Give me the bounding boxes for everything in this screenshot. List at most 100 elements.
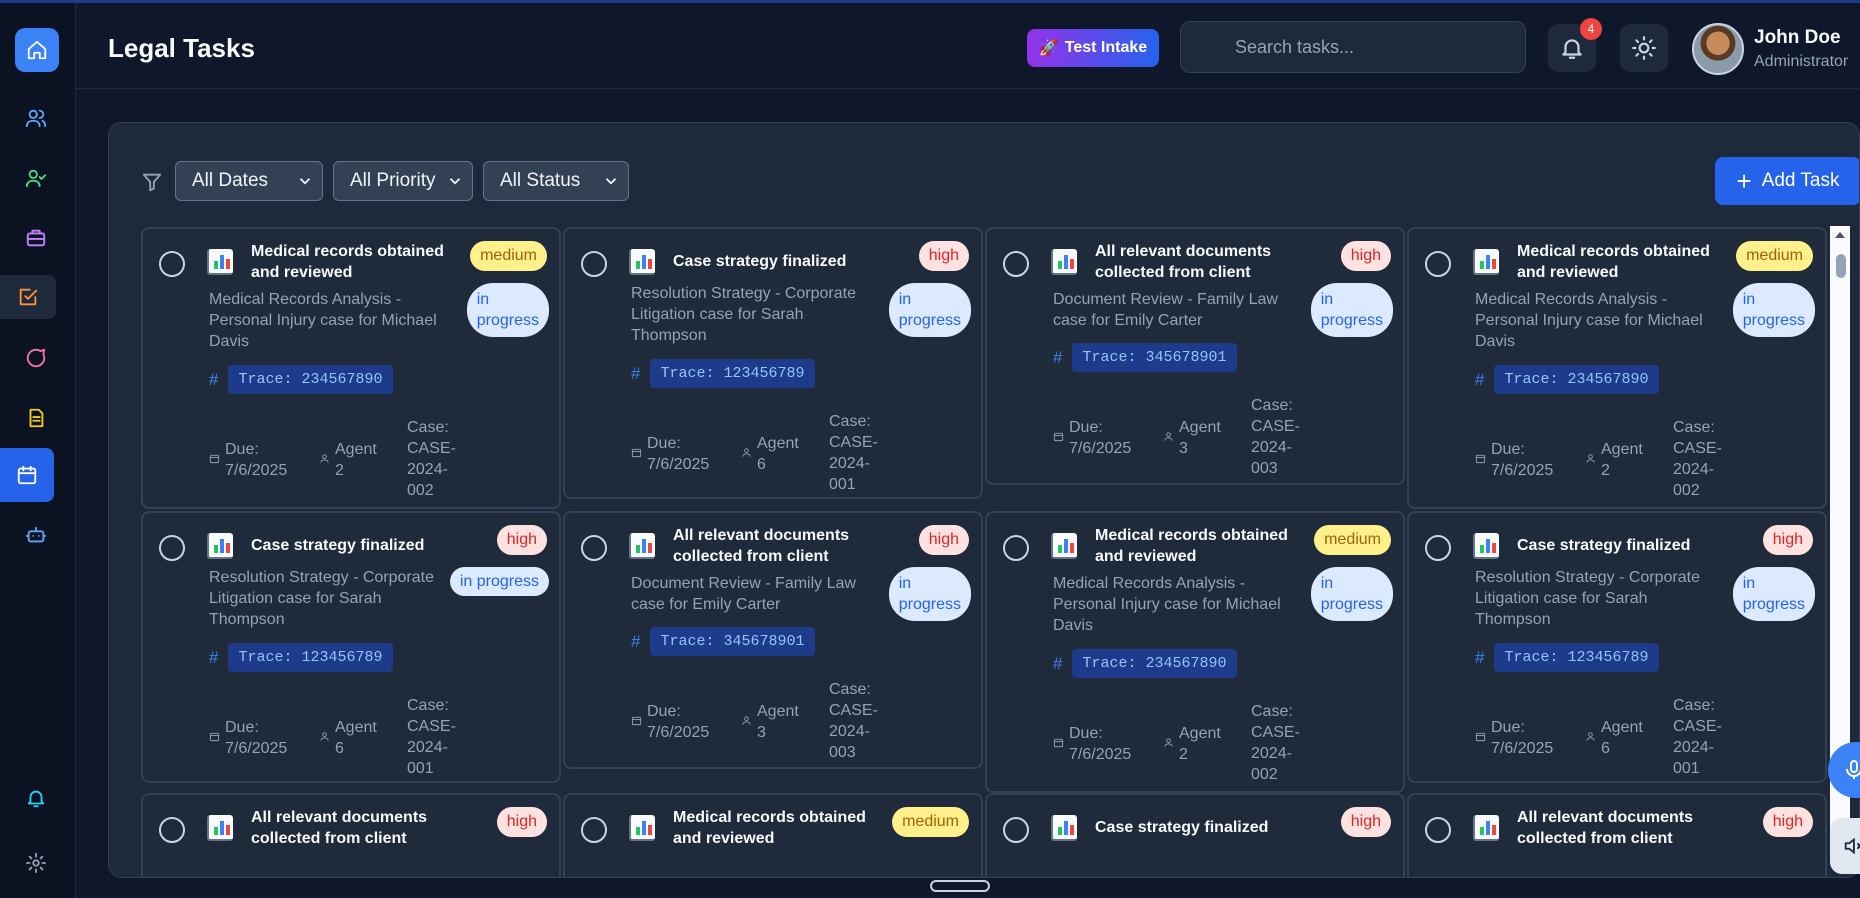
scroll-up-arrow-icon[interactable] (1835, 232, 1845, 238)
priority-badge: medium (1314, 525, 1391, 555)
hash-icon: # (1475, 647, 1485, 667)
status-badge: in progress (1310, 567, 1393, 621)
task-complete-checkbox[interactable] (1425, 535, 1451, 561)
rocket-icon: 🚀 (1038, 40, 1059, 57)
status-badge: in progress (449, 567, 549, 596)
chart-icon (1473, 533, 1499, 559)
sidebar-item-agents[interactable] (14, 513, 58, 557)
dates-filter-select[interactable]: All Dates (175, 161, 323, 201)
avatar[interactable] (1692, 23, 1744, 75)
status-filter-select[interactable]: All Status (483, 161, 629, 201)
priority-badge: medium (470, 241, 547, 271)
case-id: Case: CASE- 2024- 002 (407, 419, 456, 499)
task-complete-checkbox[interactable] (1425, 251, 1451, 277)
task-complete-checkbox[interactable] (581, 817, 607, 843)
task-grid: Medical records obtained and reviewed med… (141, 227, 1827, 877)
sidebar-item-tasks[interactable] (0, 275, 56, 319)
task-complete-checkbox[interactable] (1003, 817, 1029, 843)
task-title: Medical records obtained and reviewed (1517, 243, 1710, 281)
task-complete-checkbox[interactable] (1003, 251, 1029, 277)
task-complete-checkbox[interactable] (159, 535, 185, 561)
task-complete-checkbox[interactable] (1425, 817, 1451, 843)
sidebar-item-notifications[interactable] (14, 776, 58, 820)
chevron-down-icon (446, 172, 464, 196)
task-card[interactable]: Medical records obtained and reviewed med… (985, 511, 1405, 793)
assigned-agent: Agent 6 (1601, 719, 1643, 757)
bell-icon (27, 790, 45, 808)
task-description: Document Review - Family Law case for Em… (631, 575, 856, 613)
task-complete-checkbox[interactable] (1003, 535, 1029, 561)
scroll-thumb[interactable] (1836, 254, 1846, 278)
due-date: Due: 7/6/2025 (1491, 719, 1554, 757)
task-list-scrollbar[interactable] (1830, 226, 1850, 846)
test-intake-button[interactable]: 🚀 Test Intake (1027, 29, 1159, 67)
filter-icon (141, 171, 163, 198)
trace-id: # Trace: 345678901 (631, 627, 815, 656)
task-title: All relevant documents collected from cli… (673, 527, 850, 565)
add-task-label: Add Task (1761, 170, 1840, 191)
priority-filter-select[interactable]: All Priority (333, 161, 473, 201)
sidebar (0, 3, 76, 898)
status-badge: in progress (1732, 283, 1815, 337)
search-input[interactable] (1235, 36, 1515, 58)
task-description: Medical Records Analysis - Personal Inju… (1053, 575, 1281, 634)
sidebar-item-cases[interactable] (14, 216, 58, 260)
chart-icon (629, 533, 655, 559)
add-task-button[interactable]: + Add Task (1715, 157, 1859, 205)
sidebar-item-messages[interactable] (14, 336, 58, 380)
calendar-small-icon (1053, 733, 1064, 754)
task-title: Medical records obtained and reviewed (1095, 527, 1288, 565)
task-card[interactable]: All relevant documents collected from cli… (1407, 793, 1827, 877)
task-description: Document Review - Family Law case for Em… (1053, 291, 1278, 329)
chevron-down-icon (602, 172, 620, 196)
task-card[interactable]: Medical records obtained and reviewed med… (1407, 227, 1827, 509)
notifications-button[interactable]: 4 (1548, 18, 1602, 72)
status-badge: in progress (466, 283, 549, 337)
hash-icon: # (631, 631, 641, 651)
sun-icon (1632, 36, 1656, 60)
priority-badge: high (918, 241, 969, 271)
sidebar-item-calendar[interactable] (0, 448, 54, 502)
theme-toggle-button[interactable] (1620, 24, 1668, 72)
voice-assistant-button[interactable] (1828, 742, 1860, 798)
task-complete-checkbox[interactable] (159, 251, 185, 277)
task-complete-checkbox[interactable] (159, 817, 185, 843)
status-badge: in progress (888, 567, 971, 621)
sidebar-item-documents[interactable] (14, 396, 58, 440)
due-date: Due: 7/6/2025 (1069, 725, 1132, 763)
case-id: Case: CASE- 2024- 001 (407, 697, 456, 777)
calendar-small-icon (1475, 727, 1486, 748)
task-card[interactable]: Case strategy finalized high in progress … (563, 227, 983, 499)
case-id: Case: CASE- 2024- 002 (1673, 419, 1722, 499)
task-card[interactable]: Case strategy finalized high in progress… (141, 511, 561, 783)
due-date: Due: 7/6/2025 (1069, 419, 1132, 457)
trace-id: # Trace: 123456789 (209, 643, 393, 672)
task-card[interactable]: Case strategy finalized high (985, 793, 1405, 877)
hash-icon: # (1475, 369, 1485, 389)
briefcase-icon (26, 229, 46, 247)
sidebar-item-clients[interactable] (14, 96, 58, 140)
task-card[interactable]: All relevant documents collected from cli… (141, 793, 561, 877)
task-complete-checkbox[interactable] (581, 251, 607, 277)
task-card[interactable]: Case strategy finalized high in progress … (1407, 511, 1827, 783)
case-id: Case: CASE- 2024- 003 (829, 681, 878, 761)
task-card[interactable]: Medical records obtained and reviewed med… (563, 793, 983, 877)
sidebar-item-home[interactable] (15, 28, 59, 72)
case-id: Case: CASE- 2024- 003 (1251, 397, 1300, 477)
sidebar-item-assignees[interactable] (14, 156, 58, 200)
task-card[interactable]: Medical records obtained and reviewed med… (141, 227, 561, 509)
mute-button[interactable] (1830, 818, 1860, 874)
case-id: Case: CASE- 2024- 001 (1673, 697, 1722, 777)
plus-icon: + (1736, 166, 1752, 196)
task-complete-checkbox[interactable] (581, 535, 607, 561)
microphone-icon (1846, 760, 1860, 779)
task-title: Case strategy finalized (251, 537, 425, 554)
task-title: Medical records obtained and reviewed (673, 809, 866, 847)
assigned-agent: Agent 6 (335, 719, 377, 757)
assigned-agent: Agent 3 (1179, 419, 1221, 457)
task-card[interactable]: All relevant documents collected from cli… (985, 227, 1405, 485)
calendar-small-icon (209, 727, 220, 748)
sidebar-item-settings[interactable] (14, 841, 58, 885)
status-badge: in progress (1310, 283, 1393, 337)
task-card[interactable]: All relevant documents collected from cli… (563, 511, 983, 769)
